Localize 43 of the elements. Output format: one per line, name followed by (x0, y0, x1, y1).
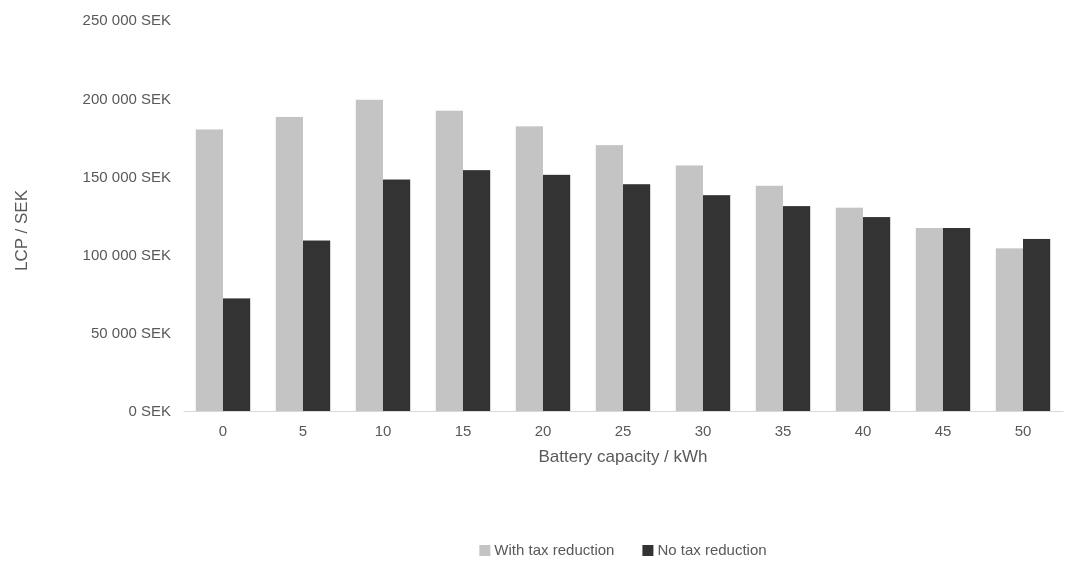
x-tick-label: 0 (218, 421, 228, 439)
bar (995, 248, 1023, 411)
x-tick-label: 45 (934, 421, 952, 439)
bar (1023, 238, 1051, 411)
bar (595, 145, 623, 411)
bar (303, 240, 331, 411)
y-tick-label: 0 SEK (128, 402, 171, 420)
bar (223, 298, 251, 411)
bar (383, 179, 411, 411)
bar (863, 217, 891, 411)
bar (835, 207, 863, 411)
legend-label: With tax reduction (494, 541, 615, 558)
bar (623, 184, 651, 411)
x-tick-label: 5 (298, 421, 308, 439)
y-tick-label: 250 000 SEK (82, 11, 171, 29)
x-tick-label: 25 (614, 421, 632, 439)
y-tick-label: 50 000 SEK (90, 324, 171, 342)
bar (463, 170, 491, 411)
x-tick-label: 15 (454, 421, 472, 439)
x-tick-label: 35 (774, 421, 792, 439)
bar (195, 129, 223, 411)
y-tick-label: 150 000 SEK (82, 167, 171, 185)
bar (703, 195, 731, 411)
bar (675, 165, 703, 411)
bar (783, 206, 811, 411)
legend-label: No tax reduction (657, 541, 767, 558)
x-tick-label: 30 (694, 421, 712, 439)
x-axis-title: Battery capacity / kWh (538, 447, 708, 466)
bar (543, 174, 571, 411)
bar (943, 228, 971, 411)
bar (435, 110, 463, 411)
y-axis-title: LCP / SEK (12, 189, 31, 271)
x-tick-label: 20 (534, 421, 552, 439)
bar (755, 185, 783, 411)
y-tick-label: 100 000 SEK (82, 245, 171, 263)
bar (355, 99, 383, 411)
bar (515, 126, 543, 411)
x-tick-label: 40 (854, 421, 872, 439)
y-tick-label: 200 000 SEK (82, 89, 171, 107)
x-tick-label: 50 (1014, 421, 1032, 439)
bar (915, 228, 943, 411)
x-tick-label: 10 (374, 421, 392, 439)
bar (275, 116, 303, 411)
